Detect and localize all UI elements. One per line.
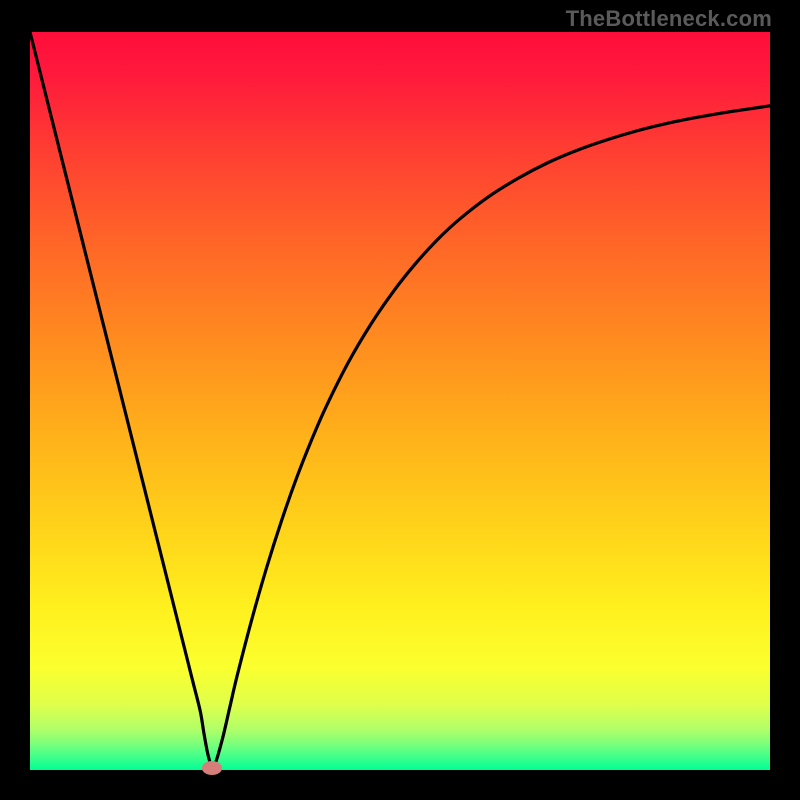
curve-layer — [30, 32, 770, 770]
bottleneck-curve — [30, 32, 770, 767]
plot-area — [30, 32, 770, 770]
chart-container: TheBottleneck.com — [0, 0, 800, 800]
watermark-text: TheBottleneck.com — [566, 6, 772, 32]
minimum-marker — [202, 761, 223, 775]
